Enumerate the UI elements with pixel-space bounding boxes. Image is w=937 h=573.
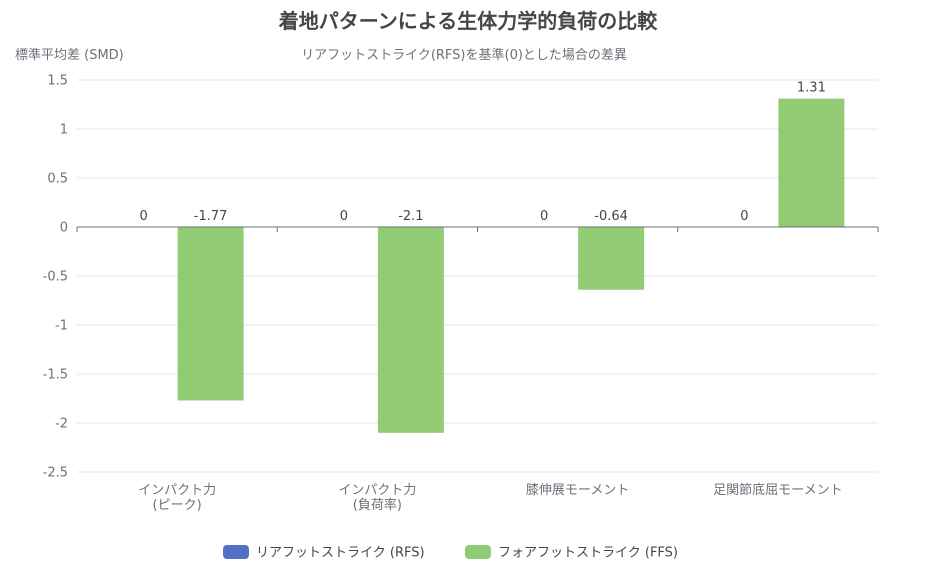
bar xyxy=(778,98,845,228)
x-axis xyxy=(76,226,879,232)
data-label: 0 xyxy=(139,209,147,224)
chart-title: 着地パターンによる生体力学的負荷の比較 xyxy=(278,9,658,33)
chart-subtitle: リアフットストライク(RFS)を基準(0)とした場合の差異 xyxy=(301,47,627,63)
y-tick-label: -1.5 xyxy=(43,368,68,383)
data-label: 0 xyxy=(740,209,748,224)
x-category-line: インパクト力 xyxy=(338,483,416,498)
data-label: 0 xyxy=(340,209,348,224)
legend: リアフットストライク (RFS) フォアフットストライク (FFS) xyxy=(223,545,678,561)
data-labels: 0 0 0 0 -1.77 -2.1 -0.64 1.31 xyxy=(139,81,825,224)
bars xyxy=(177,98,845,433)
data-label: -1.77 xyxy=(194,209,228,224)
x-category-label: 膝伸展モーメント xyxy=(526,483,629,498)
y-tick-label: 0 xyxy=(60,221,68,236)
x-category-line: 足関節底屈モーメント xyxy=(713,482,842,498)
legend-swatch xyxy=(465,545,491,559)
y-tick-label: -2 xyxy=(55,417,68,432)
x-axis-categories: インパクト力(ピーク)インパクト力(負荷率)膝伸展モーメント 足関節底屈モーメント xyxy=(138,482,843,513)
x-category-line: インパクト力 xyxy=(138,483,216,498)
y-tick-label: 0.5 xyxy=(47,172,68,187)
y-tick-label: 1 xyxy=(60,123,68,138)
y-axis-ticks: 1.5 1 0.5 0 -0.5 -1 -1.5 -2 -2.5 xyxy=(43,74,68,481)
x-category-line: 膝伸展モーメント xyxy=(526,483,629,498)
y-tick-label: -1 xyxy=(55,319,68,334)
x-category-line: (ピーク) xyxy=(153,498,202,513)
data-label: -0.64 xyxy=(594,209,628,224)
data-label: 0 xyxy=(540,209,548,224)
x-category-label: インパクト力(負荷率) xyxy=(338,483,416,513)
legend-label: リアフットストライク (RFS) xyxy=(256,546,425,561)
legend-item[interactable]: フォアフットストライク (FFS) xyxy=(465,545,678,561)
x-category-label: インパクト力(ピーク) xyxy=(138,483,216,513)
y-axis-title: 標準平均差 (SMD) xyxy=(15,47,124,63)
y-tick-label: 1.5 xyxy=(47,74,68,89)
y-tick-label: -0.5 xyxy=(43,270,68,285)
legend-label: フォアフットストライク (FFS) xyxy=(498,546,678,561)
bar xyxy=(578,227,645,290)
data-label: 1.31 xyxy=(797,81,826,96)
data-label: -2.1 xyxy=(398,209,423,224)
x-category-line: (負荷率) xyxy=(353,497,402,513)
y-tick-label: -2.5 xyxy=(43,466,68,481)
legend-swatch xyxy=(223,545,249,559)
bar xyxy=(177,227,244,401)
bar xyxy=(377,227,444,433)
x-category-label: 足関節底屈モーメント xyxy=(713,482,842,498)
legend-item[interactable]: リアフットストライク (RFS) xyxy=(223,545,425,561)
